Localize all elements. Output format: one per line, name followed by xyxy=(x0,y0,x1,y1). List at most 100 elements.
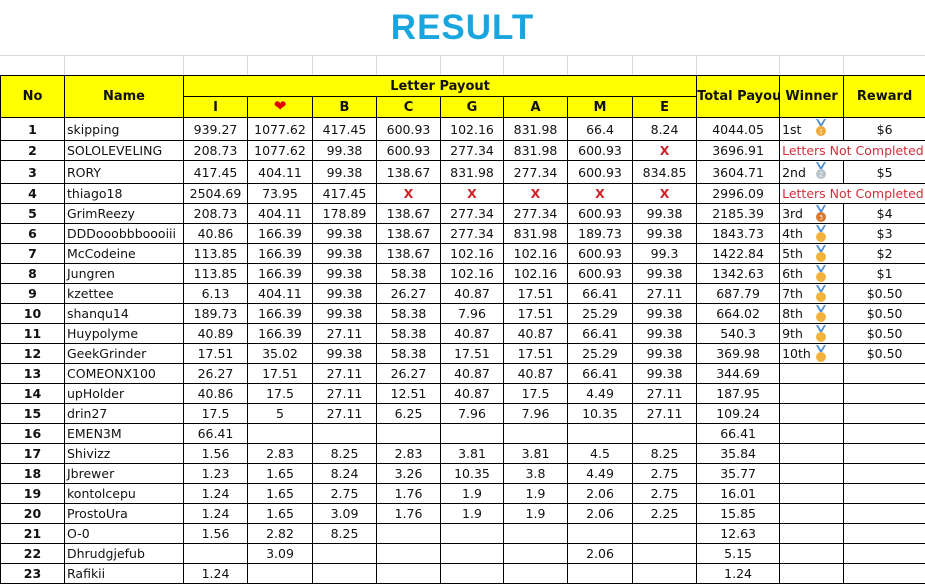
letter-payout-cell: 1.65 xyxy=(247,483,313,504)
letter-payout-cell: 2.75 xyxy=(312,483,377,504)
letter-payout-cell: 35.02 xyxy=(247,343,313,364)
svg-text:1: 1 xyxy=(819,129,823,136)
winner-label: 5th xyxy=(782,246,803,261)
total-payout: 66.41 xyxy=(696,423,781,444)
letter-payout-cell xyxy=(631,563,698,584)
row-number: 3 xyxy=(0,160,65,184)
row-number: 8 xyxy=(0,263,65,284)
letter-payout-cell: 2.06 xyxy=(567,503,633,524)
player-name: EMEN3M xyxy=(64,423,184,444)
letter-payout-cell: 834.85 xyxy=(631,160,698,184)
letter-payout-cell: 102.16 xyxy=(503,243,568,264)
winner-label: 9th xyxy=(782,326,803,341)
letter-payout-cell xyxy=(631,523,698,544)
letter-payout-cell: 113.85 xyxy=(183,243,248,264)
winner-label: 10th xyxy=(782,346,811,361)
table-row: 13 COMEONX100 26.27 17.51 27.11 26.27 40.87 40.… xyxy=(0,363,925,384)
letters-not-completed-status: Letters Not Completed xyxy=(779,140,925,161)
letter-payout-cell: 113.85 xyxy=(183,263,248,284)
table-row: 6 DDDooobbboooiii 40.86 166.39 99.38 138.67 27… xyxy=(0,223,925,244)
reward-amount xyxy=(843,543,925,564)
row-number: 14 xyxy=(0,383,65,404)
table-row: 17 Shivizz 1.56 2.83 8.25 2.83 3.81 3.81 4.5 8.25… xyxy=(0,443,925,464)
winner-place xyxy=(779,423,845,444)
letter-payout-cell: 1077.62 xyxy=(247,140,313,161)
player-name: Dhrudgjefub xyxy=(64,543,184,564)
winner-label: 1st xyxy=(782,121,802,137)
header-letter-m: M xyxy=(567,96,633,118)
reward-amount: $5 xyxy=(843,160,925,184)
letter-payout-cell xyxy=(503,523,568,544)
letter-payout-cell: 99.38 xyxy=(631,323,698,344)
letter-payout-cell: 99.38 xyxy=(312,343,377,364)
letter-payout-cell: 138.67 xyxy=(376,203,441,224)
letter-payout-cell: 831.98 xyxy=(503,117,568,141)
letter-payout-cell: 26.27 xyxy=(183,363,248,384)
winner-place xyxy=(779,523,845,544)
reward-amount xyxy=(843,443,925,464)
winner-place: 7th xyxy=(779,283,845,304)
winner-label: 4th xyxy=(782,226,803,241)
letter-payout-cell xyxy=(440,523,504,544)
player-name: shanqu14 xyxy=(64,303,184,324)
total-payout: 35.84 xyxy=(696,443,781,464)
total-payout: 35.77 xyxy=(696,463,781,484)
table-row: 2 SOLOLEVELING 208.73 1077.62 99.38 600.93 277… xyxy=(0,140,925,161)
table-row: 21 O-0 1.56 2.82 8.25 12.63 xyxy=(0,523,925,544)
winner-place: 2nd 2 xyxy=(779,160,845,184)
letter-payout-cell: 939.27 xyxy=(183,117,248,141)
letter-payout-cell: 27.11 xyxy=(312,323,377,344)
reward-amount: $0.50 xyxy=(843,283,925,304)
total-payout: 1843.73 xyxy=(696,223,781,244)
row-number: 7 xyxy=(0,243,65,264)
reward-amount: $0.50 xyxy=(843,323,925,344)
table-row: 4 thiago18 2504.69 73.95 417.45 X X X X X 2996.09 L… xyxy=(0,183,925,204)
row-number: 22 xyxy=(0,543,65,564)
header-total-payout: Total Payout xyxy=(696,75,781,118)
reward-amount: $2 xyxy=(843,243,925,264)
letter-payout-cell: 102.16 xyxy=(503,263,568,284)
letter-payout-cell xyxy=(503,423,568,444)
winner-label: 8th xyxy=(782,306,803,321)
header-no: No xyxy=(0,75,65,118)
letter-payout-cell: 277.34 xyxy=(503,203,568,224)
letter-payout-cell: 166.39 xyxy=(247,303,313,324)
reward-amount xyxy=(843,423,925,444)
letter-payout-cell: 166.39 xyxy=(247,263,313,284)
letter-payout-cell: 40.86 xyxy=(183,383,248,404)
total-payout: 15.85 xyxy=(696,503,781,524)
row-number: 20 xyxy=(0,503,65,524)
letter-payout-cell: 17.51 xyxy=(503,303,568,324)
letter-payout-cell: 26.27 xyxy=(376,363,441,384)
letter-payout-cell: 1.24 xyxy=(183,483,248,504)
reward-amount: $4 xyxy=(843,203,925,224)
letter-payout-cell: 2.75 xyxy=(631,463,698,484)
sheet-gridlines xyxy=(0,0,925,75)
letter-payout-cell: 3.09 xyxy=(312,503,377,524)
letter-payout-cell: 208.73 xyxy=(183,140,248,161)
letter-payout-cell xyxy=(247,563,313,584)
missing-letter-x: X xyxy=(631,183,698,204)
letter-payout-cell: 189.73 xyxy=(183,303,248,324)
letter-payout-cell: 7.96 xyxy=(440,403,504,424)
letter-payout-cell: 277.34 xyxy=(440,140,504,161)
letter-payout-cell: 99.3 xyxy=(631,243,698,264)
table-row: 7 McCodeine 113.85 166.39 99.38 138.67 102.16 1… xyxy=(0,243,925,264)
player-name: GrimReezy xyxy=(64,203,184,224)
total-payout: 12.63 xyxy=(696,523,781,544)
letter-payout-cell: 1.65 xyxy=(247,503,313,524)
total-payout: 16.01 xyxy=(696,483,781,504)
letter-payout-cell: 1.76 xyxy=(376,483,441,504)
row-number: 12 xyxy=(0,343,65,364)
letter-payout-cell: 2.82 xyxy=(247,523,313,544)
letter-payout-cell xyxy=(376,543,441,564)
letter-payout-cell: 8.24 xyxy=(312,463,377,484)
table-row: 16 EMEN3M 66.41 66.41 xyxy=(0,423,925,444)
letter-payout-cell: 1.9 xyxy=(503,483,568,504)
letter-payout-cell: 40.87 xyxy=(503,363,568,384)
letter-payout-cell xyxy=(312,563,377,584)
player-name: RORY xyxy=(64,160,184,184)
results-table: No Name Letter Payout Total Payout Winne… xyxy=(0,75,925,584)
letter-payout-cell: 404.11 xyxy=(247,283,313,304)
letter-payout-cell: 1.23 xyxy=(183,463,248,484)
